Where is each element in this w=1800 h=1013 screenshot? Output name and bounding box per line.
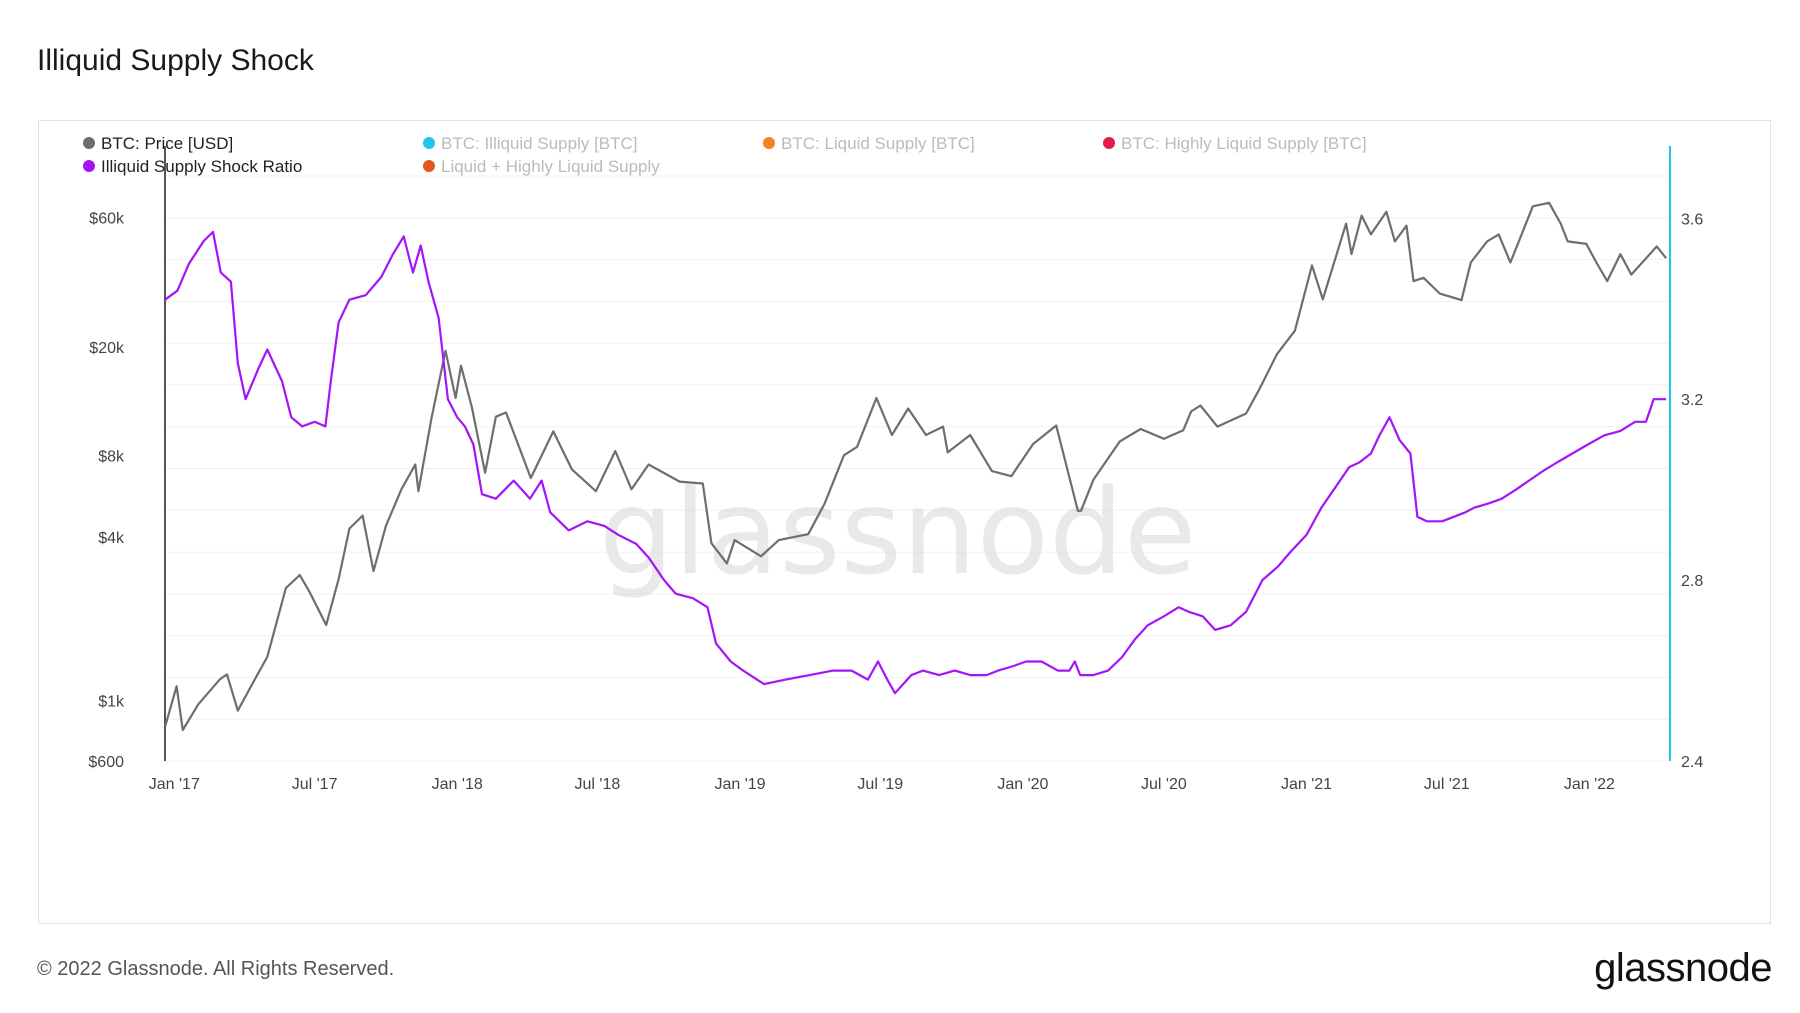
y-left-tick-label: $20k: [89, 340, 125, 357]
y-left-tick-label: $60k: [89, 211, 125, 228]
legend-marker: [423, 137, 435, 149]
legend-item-label: Liquid + Highly Liquid Supply: [441, 157, 660, 176]
x-tick-label: Jan '18: [432, 776, 483, 793]
glassnode-logo: glassnode: [1594, 946, 1772, 990]
chart-card: glassnode $60k $20k $8k $4k $1k $600 3.6 3.2 2.…: [38, 120, 1771, 924]
legend-item-label: BTC: Highly Liquid Supply [BTC]: [1121, 134, 1367, 153]
x-tick-label: Jul '19: [857, 776, 903, 793]
legend-item-label: BTC: Illiquid Supply [BTC]: [441, 134, 638, 153]
legend-marker: [763, 137, 775, 149]
x-axis: Jan '17 Jul '17 Jan '18 Jul '18 Jan '19 Jul '…: [149, 776, 1615, 793]
x-tick-label: Jan '21: [1281, 776, 1332, 793]
legend: BTC: Price [USD] BTC: Illiquid Supply [BT…: [83, 134, 1367, 176]
y-left-tick-label: $600: [88, 754, 124, 771]
y-right-tick-label: 3.6: [1681, 211, 1703, 228]
x-tick-label: Jul '20: [1141, 776, 1187, 793]
copyright-text: © 2022 Glassnode. All Rights Reserved.: [37, 958, 395, 980]
x-tick-label: Jan '17: [149, 776, 200, 793]
x-tick-label: Jan '19: [714, 776, 765, 793]
y-left-tick-label: $4k: [98, 530, 125, 547]
legend-item-label: Illiquid Supply Shock Ratio: [101, 157, 302, 176]
y-left-tick-label: $1k: [98, 694, 125, 711]
legend-item-label: BTC: Price [USD]: [101, 134, 233, 153]
x-tick-label: Jul '18: [575, 776, 621, 793]
legend-marker: [83, 160, 95, 172]
y-left-tick-label: $8k: [98, 448, 125, 465]
grid-lines: [165, 175, 1670, 762]
btc-price-line: [163, 201, 1667, 732]
y-axis-left: $60k $20k $8k $4k $1k $600: [88, 211, 125, 772]
chart-svg: glassnode $60k $20k $8k $4k $1k $600 3.6 3.2 2.…: [83, 134, 1703, 793]
x-tick-label: Jul '17: [292, 776, 338, 793]
x-tick-label: Jan '22: [1564, 776, 1615, 793]
legend-marker: [83, 137, 95, 149]
illiquid-supply-shock-ratio-line: [164, 230, 1667, 695]
legend-item-label: BTC: Liquid Supply [BTC]: [781, 134, 975, 153]
x-tick-label: Jul '21: [1424, 776, 1470, 793]
legend-marker: [423, 160, 435, 172]
y-right-tick-label: 2.8: [1681, 573, 1703, 590]
chart-watermark: glassnode: [599, 463, 1196, 601]
y-right-tick-label: 2.4: [1681, 754, 1703, 771]
series-layer: [163, 201, 1667, 732]
legend-marker: [1103, 137, 1115, 149]
x-tick-label: Jan '20: [997, 776, 1048, 793]
y-axis-right: 3.6 3.2 2.8 2.4: [1681, 211, 1703, 771]
y-right-tick-label: 3.2: [1681, 392, 1703, 409]
page-title: Illiquid Supply Shock: [37, 44, 314, 77]
